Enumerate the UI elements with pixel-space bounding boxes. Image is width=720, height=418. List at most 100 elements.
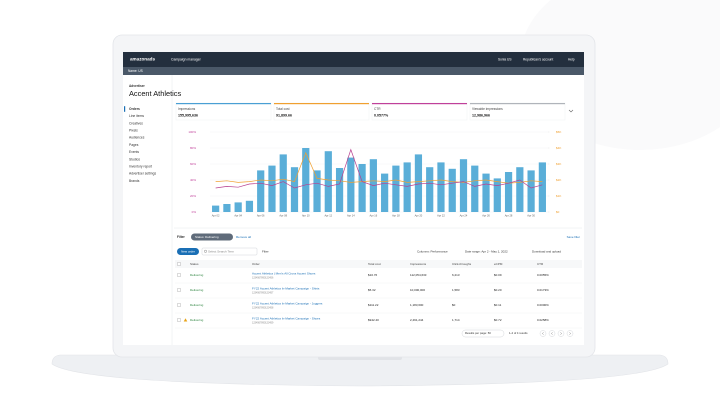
table-cell: 1,583	[452, 288, 460, 292]
bar	[335, 168, 344, 212]
filter-chip-text[interactable]: Status: Delivering	[195, 235, 219, 239]
bar	[448, 168, 456, 212]
sidebar-item[interactable]: Pixels	[129, 128, 138, 132]
sidebar-item[interactable]: Brands	[129, 179, 140, 183]
columns-dropdown[interactable]: Columns: Performance	[417, 249, 448, 253]
column-header[interactable]: Status	[190, 262, 199, 266]
bar	[268, 165, 276, 212]
column-header[interactable]: eCPM	[494, 262, 503, 266]
per-page-select[interactable]	[461, 329, 505, 338]
new-order-button[interactable]	[177, 248, 199, 255]
trend-line	[215, 151, 543, 184]
bar	[538, 162, 546, 212]
bar	[504, 172, 513, 212]
table-cell: $111.22	[368, 303, 379, 307]
sidebar-item[interactable]: Audiences	[129, 136, 145, 140]
order-link[interactable]: Accent Athletics | Men's All Cross Accen…	[252, 272, 316, 276]
table-cell: $0.20	[494, 288, 502, 292]
page-chevron	[560, 332, 562, 335]
y-tick-label: 100%	[188, 130, 196, 134]
metric-accent	[470, 103, 565, 105]
bar	[493, 178, 501, 212]
product-menu[interactable]: Campaign manager	[171, 57, 202, 61]
per-page-text[interactable]: Results per page: 50	[465, 331, 491, 335]
order-link[interactable]: FY22 Accent Athletics In-Market Campaign…	[252, 317, 321, 321]
bar	[516, 167, 524, 212]
filter-chip[interactable]	[191, 233, 233, 241]
user-menu[interactable]: Sonia US	[498, 57, 511, 61]
column-header[interactable]: Order	[252, 262, 260, 266]
remove-all-link[interactable]: Remove all	[236, 235, 251, 239]
download-dropdown[interactable]: Download and upload	[532, 249, 561, 253]
column-header[interactable]: Total cost	[368, 262, 381, 266]
table-cell: 6,213	[452, 273, 460, 277]
table-cell: 0.0055%	[537, 273, 549, 277]
status-cell: Delivering	[190, 288, 204, 292]
table-cell: 2,491,244	[410, 318, 424, 322]
y-tick-label: 40%	[190, 178, 196, 182]
checkbox[interactable]	[177, 303, 181, 307]
filter-dropdown[interactable]: Filter	[262, 249, 269, 253]
table-cell: 112,054,633	[410, 273, 427, 277]
eyebrow: Advertiser	[129, 84, 146, 88]
bar	[527, 170, 535, 212]
bar	[290, 167, 299, 212]
sidebar-item[interactable]: Inventory report	[129, 164, 152, 168]
y2-tick-label: $3K	[556, 162, 561, 166]
table-cell: 0.0173%	[537, 288, 549, 292]
y-tick-label: 80%	[190, 146, 196, 150]
checkbox[interactable]	[177, 288, 181, 292]
x-tick-label: Apr 06	[257, 214, 265, 218]
page-button[interactable]	[566, 330, 574, 337]
sidebar-item[interactable]: Line items	[129, 114, 144, 118]
x-tick-label: Apr 10	[302, 214, 310, 218]
column-header[interactable]: Click-throughs	[452, 262, 472, 266]
logo[interactable]: amazonads	[130, 57, 155, 62]
x-tick-label: Apr 16	[370, 214, 378, 218]
help-link[interactable]: Help	[568, 57, 575, 61]
bar	[279, 154, 287, 212]
collapse-chevron[interactable]	[568, 109, 574, 113]
status-cell: Delivering	[190, 303, 204, 307]
bar	[223, 204, 231, 212]
metric-accent	[372, 103, 467, 105]
sidebar-item[interactable]: Studios	[129, 157, 140, 161]
page-button[interactable]	[539, 330, 547, 337]
sidebar-item[interactable]: Advertiser settings	[129, 172, 156, 176]
range-text: 1-4 of 4 results	[509, 331, 528, 335]
column-header[interactable]: CTR	[537, 262, 544, 266]
search-input[interactable]	[201, 247, 258, 256]
date-range-dropdown[interactable]: Date range: Apr 2 - May 1, 2022	[465, 249, 508, 253]
bar	[414, 154, 423, 212]
search-placeholder[interactable]: Select Search Term	[208, 249, 235, 253]
breadcrumb[interactable]: Name: US	[128, 69, 143, 73]
sidebar-item[interactable]: Events	[129, 150, 139, 154]
metric-accent	[176, 103, 271, 105]
column-header[interactable]: Impressions	[410, 262, 427, 266]
y-tick-label: 60%	[190, 162, 196, 166]
metric-value: 12,986,966	[472, 113, 490, 117]
status-cell: Delivering	[190, 318, 204, 322]
new-order-text[interactable]: New order	[181, 249, 195, 253]
sidebar-item[interactable]: Creatives	[129, 121, 143, 125]
checkbox[interactable]	[177, 318, 181, 322]
metric-label: Viewable impressions	[472, 107, 503, 111]
checkbox[interactable]	[177, 262, 181, 266]
bar	[212, 205, 220, 212]
bar	[403, 162, 411, 212]
order-link[interactable]: FY22 Accent Athletics In-Market Campaign…	[252, 287, 320, 291]
x-tick-label: Apr 02	[212, 214, 220, 218]
sidebar-item[interactable]: Pages	[129, 143, 139, 147]
sidebar-item[interactable]: Orders	[129, 107, 140, 111]
checkbox[interactable]	[177, 273, 181, 277]
save-filter-link[interactable]: Save filter	[567, 235, 580, 239]
x-tick-label: Apr 14	[347, 214, 355, 218]
active-indicator	[124, 106, 126, 112]
order-id: 1234567890123456	[252, 276, 274, 279]
page-button[interactable]	[548, 330, 556, 337]
bar	[426, 167, 434, 212]
page-button[interactable]	[557, 330, 565, 337]
order-link[interactable]: FY22 Accent Athletics In-Market Campaign…	[252, 302, 323, 306]
account-menu[interactable]: Republican's account	[523, 57, 553, 61]
